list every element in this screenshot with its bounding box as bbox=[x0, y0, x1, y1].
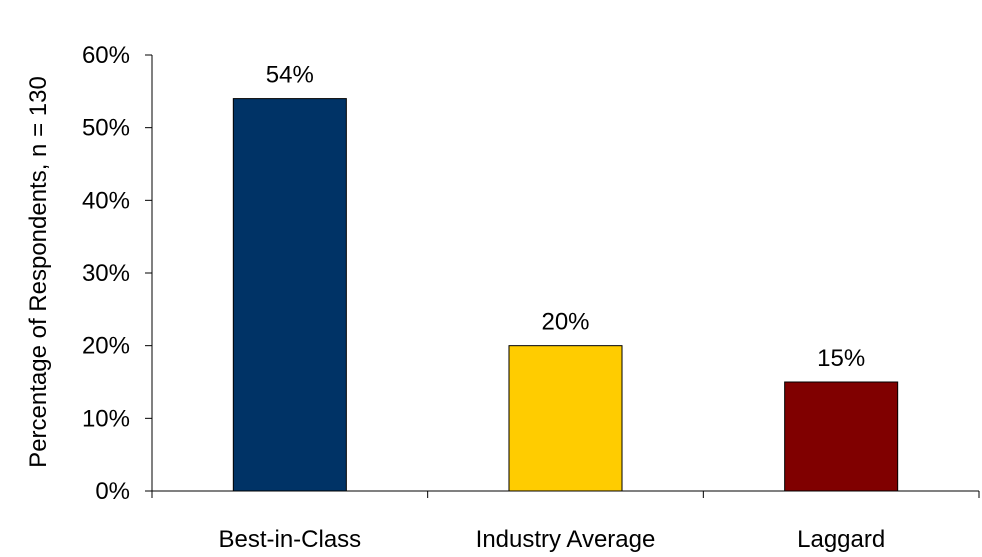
y-tick-label: 0% bbox=[95, 478, 130, 505]
data-label: 54% bbox=[266, 62, 314, 89]
x-category-label: Best-in-Class bbox=[218, 526, 361, 553]
y-tick-label: 40% bbox=[82, 187, 130, 214]
y-tick-label: 50% bbox=[82, 115, 130, 142]
data-label: 20% bbox=[541, 309, 589, 336]
bars-group bbox=[232, 98, 899, 492]
bar-laggard bbox=[784, 381, 899, 492]
y-tick-label: 60% bbox=[82, 42, 130, 69]
y-axis-title: Percentage of Respondents, n = 130 bbox=[25, 76, 52, 468]
data-labels-group: 54% 20% 15% bbox=[266, 62, 865, 372]
x-category-label: Industry Average bbox=[476, 526, 656, 553]
y-axis: 0% 10% 20% 30% 40% 50% 60% bbox=[82, 42, 153, 505]
bar-industry-average bbox=[508, 345, 623, 492]
y-tick-label: 10% bbox=[82, 405, 130, 432]
y-tick-label: 20% bbox=[82, 333, 130, 360]
x-axis: Best-in-Class Industry Average Laggard bbox=[151, 490, 980, 553]
data-label: 15% bbox=[817, 345, 865, 372]
bar-best-in-class bbox=[232, 98, 347, 492]
x-category-label: Laggard bbox=[797, 526, 885, 553]
y-tick-label: 30% bbox=[82, 260, 130, 287]
